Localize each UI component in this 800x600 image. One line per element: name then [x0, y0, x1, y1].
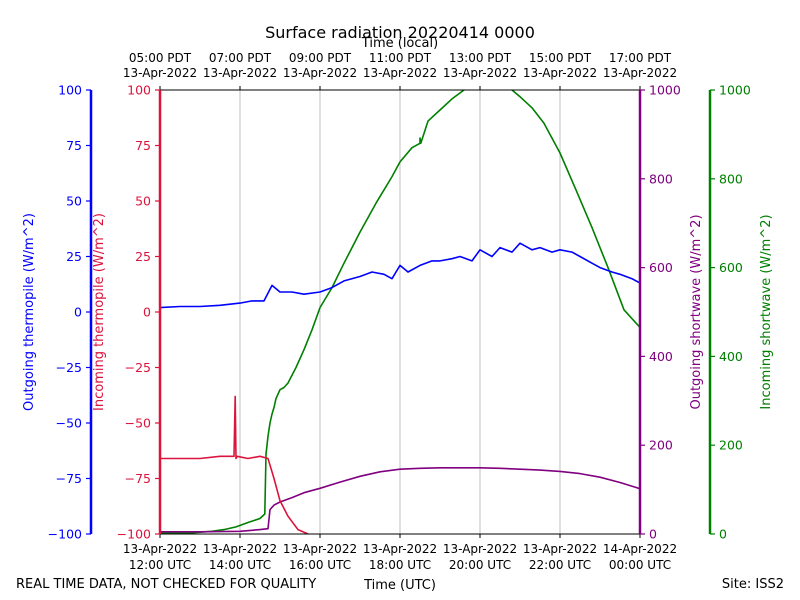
top-tick-time-1: 07:00 PDT [209, 51, 272, 65]
in_sw-tick-label-1: 800 [719, 171, 743, 186]
top-tick-date-3: 13-Apr-2022 [363, 66, 437, 80]
in_thermo-tick-label-8: −100 [117, 527, 151, 542]
out_sw-tick-label-1: 800 [649, 171, 673, 186]
in_thermo-tick-label-1: 75 [135, 138, 151, 153]
in_thermo-tick-label-5: −25 [125, 360, 151, 375]
out_thermo-tick-label-2: 50 [66, 194, 82, 209]
bottom-x-axis-label: Time (UTC) [363, 578, 436, 593]
in_sw-tick-label-4: 200 [719, 438, 743, 453]
quality-disclaimer: REAL TIME DATA, NOT CHECKED FOR QUALITY [16, 577, 316, 592]
bottom-tick-date-1: 13-Apr-2022 [203, 542, 277, 556]
out_thermo-tick-label-1: 75 [66, 138, 82, 153]
series-line-incoming-thermopile [160, 395, 309, 534]
vertical-gridlines [239, 90, 561, 534]
in_sw-tick-label-2: 600 [719, 260, 743, 275]
x-axis-ticks: 13-Apr-2022 12:00 UTC 13-Apr-2022 14:00 UTC… [123, 51, 677, 572]
in_sw-tick-label-0: 1000 [719, 83, 751, 98]
out_thermo-tick-label-4: 0 [74, 305, 82, 320]
bottom-tick-time-3: 18:00 UTC [369, 558, 431, 572]
top-tick-date-2: 13-Apr-2022 [283, 66, 357, 80]
top-tick-time-6: 17:00 PDT [609, 51, 672, 65]
top-tick-date-4: 13-Apr-2022 [443, 66, 517, 80]
bottom-tick-date-6: 14-Apr-2022 [603, 542, 677, 556]
bottom-tick-time-0: 12:00 UTC [129, 558, 191, 572]
in_thermo-tick-label-7: −75 [125, 471, 151, 486]
series-lines [160, 90, 640, 534]
top-tick-time-5: 15:00 PDT [529, 51, 592, 65]
out_thermo-tick-label-5: −25 [56, 360, 82, 375]
top-tick-time-3: 11:00 PDT [369, 51, 432, 65]
chart-title: Surface radiation 20220414 0000 [265, 23, 535, 42]
top-tick-date-6: 13-Apr-2022 [603, 66, 677, 80]
bottom-tick-date-5: 13-Apr-2022 [523, 542, 597, 556]
in_sw-tick-label-5: 0 [719, 527, 727, 542]
bottom-tick-date-4: 13-Apr-2022 [443, 542, 517, 556]
in_thermo-tick-label-6: −50 [125, 416, 151, 431]
series-line-incoming-shortwave [160, 90, 640, 534]
bottom-tick-time-1: 14:00 UTC [209, 558, 271, 572]
bottom-tick-date-3: 13-Apr-2022 [363, 542, 437, 556]
out_thermo-tick-label-3: 25 [66, 249, 82, 264]
bottom-tick-time-2: 16:00 UTC [289, 558, 351, 572]
bottom-tick-time-5: 22:00 UTC [529, 558, 591, 572]
bottom-tick-time-6: 00:00 UTC [609, 558, 671, 572]
top-tick-time-2: 09:00 PDT [289, 51, 352, 65]
in_sw-axis-label: Incoming shortwave (W/m^2) [759, 214, 774, 409]
in_thermo-tick-label-0: 100 [127, 83, 151, 98]
site-label: Site: ISS2 [722, 577, 784, 592]
bottom-tick-date-0: 13-Apr-2022 [123, 542, 197, 556]
in_thermo-tick-label-2: 50 [135, 194, 151, 209]
top-tick-date-5: 13-Apr-2022 [523, 66, 597, 80]
out_thermo-tick-label-6: −50 [56, 416, 82, 431]
out_thermo-tick-label-0: 100 [58, 83, 82, 98]
out_thermo-tick-label-8: −100 [48, 527, 82, 542]
out_sw-axis-label: Outgoing shortwave (W/m^2) [689, 214, 704, 409]
top-x-axis-label: Time (local) [361, 36, 438, 51]
top-tick-time-0: 05:00 PDT [129, 51, 192, 65]
out_thermo-tick-label-7: −75 [56, 471, 82, 486]
out_thermo-axis-label: Outgoing thermopile (W/m^2) [22, 213, 37, 411]
top-tick-time-4: 13:00 PDT [449, 51, 512, 65]
out_sw-tick-label-2: 600 [649, 260, 673, 275]
in_sw-tick-label-3: 400 [719, 349, 743, 364]
out_sw-tick-label-0: 1000 [649, 83, 681, 98]
in_thermo-axis-label: Incoming thermopile (W/m^2) [92, 213, 107, 411]
out_sw-tick-label-5: 0 [649, 527, 657, 542]
top-tick-date-0: 13-Apr-2022 [123, 66, 197, 80]
out_sw-tick-label-4: 200 [649, 438, 673, 453]
top-tick-date-1: 13-Apr-2022 [203, 66, 277, 80]
in_thermo-tick-label-4: 0 [143, 305, 151, 320]
series-line-outgoing-thermopile [160, 242, 640, 309]
y-axes: 100 75 50 25 0 −25 −50 −75 −100 Outgoing thermopi… [22, 83, 774, 542]
bottom-tick-time-4: 20:00 UTC [449, 558, 511, 572]
in_thermo-tick-label-3: 25 [135, 249, 151, 264]
bottom-tick-date-2: 13-Apr-2022 [283, 542, 357, 556]
out_sw-tick-label-3: 400 [649, 349, 673, 364]
series-line-outgoing-shortwave [160, 466, 640, 533]
